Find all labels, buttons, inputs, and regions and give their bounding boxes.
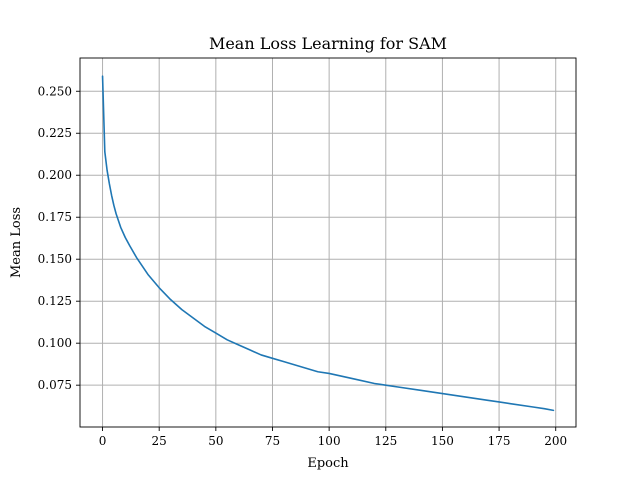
y-tick-label: 0.250 <box>38 84 72 98</box>
y-tick-label: 0.200 <box>38 168 72 182</box>
x-tick-label: 75 <box>265 434 280 448</box>
x-tick-label: 0 <box>99 434 107 448</box>
x-tick-label: 25 <box>152 434 167 448</box>
y-tick-label: 0.150 <box>38 252 72 266</box>
x-tick-label: 200 <box>544 434 567 448</box>
y-axis-label: Mean Loss <box>9 207 24 278</box>
y-tick-label: 0.075 <box>38 378 72 392</box>
x-axis-label: Epoch <box>307 456 349 471</box>
y-tick-label: 0.225 <box>38 126 72 140</box>
loss-series-line <box>101 75 555 412</box>
y-tick-label: 0.175 <box>38 210 72 224</box>
plot-frame <box>79 57 577 428</box>
x-tick-label: 50 <box>208 434 223 448</box>
x-tick-label: 125 <box>374 434 397 448</box>
x-tick-label: 150 <box>431 434 454 448</box>
y-tick-label: 0.100 <box>38 336 72 350</box>
series-layer <box>101 75 555 412</box>
x-axis: 0 25 50 75 100 125 150 175 200 <box>99 427 567 448</box>
chart-title: Mean Loss Learning for SAM <box>209 34 447 53</box>
grid <box>80 58 576 427</box>
x-tick-label: 175 <box>488 434 511 448</box>
y-tick-label: 0.125 <box>38 294 72 308</box>
x-tick-label: 100 <box>318 434 341 448</box>
y-axis: 0.075 0.100 0.125 0.150 0.175 0.200 0.225 0.250 <box>38 84 80 392</box>
